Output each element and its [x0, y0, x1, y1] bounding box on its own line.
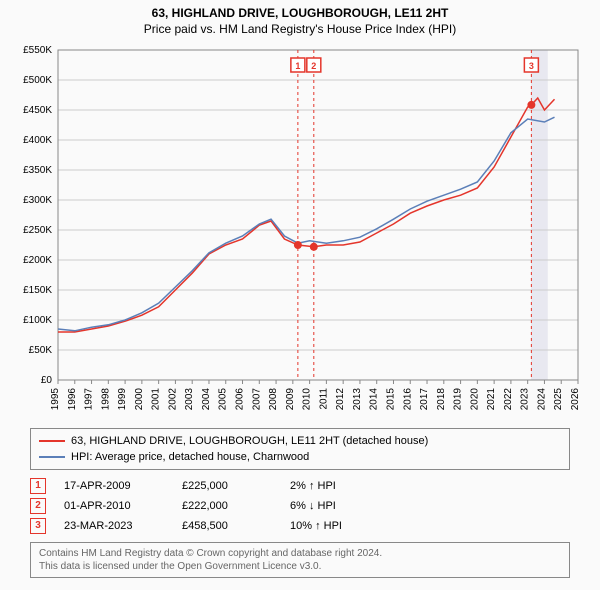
event-row: 3 23-MAR-2023 £458,500 10% ↑ HPI [30, 516, 570, 536]
svg-text:£300K: £300K [23, 195, 52, 206]
svg-text:2004: 2004 [201, 388, 212, 411]
svg-text:£200K: £200K [23, 255, 52, 266]
chart-plot-area: £0 £50K £100K £150K £200K £250K £300K £350K £400… [10, 42, 590, 422]
event-price: £225,000 [182, 476, 272, 496]
attribution-line: Contains HM Land Registry data © Crown c… [39, 547, 561, 560]
svg-text:2022: 2022 [503, 388, 514, 411]
legend-swatch [39, 440, 65, 442]
svg-text:2020: 2020 [469, 388, 480, 411]
legend-item: 63, HIGHLAND DRIVE, LOUGHBOROUGH, LE11 2… [39, 433, 561, 449]
svg-text:£550K: £550K [23, 45, 52, 56]
event-marker-icon: 1 [30, 478, 46, 494]
svg-text:1999: 1999 [117, 388, 128, 411]
svg-text:2023: 2023 [520, 388, 531, 411]
svg-text:2015: 2015 [385, 388, 396, 411]
svg-text:£400K: £400K [23, 135, 52, 146]
event-delta: 10% ↑ HPI [290, 516, 380, 536]
event-row: 2 01-APR-2010 £222,000 6% ↓ HPI [30, 496, 570, 516]
svg-text:2024: 2024 [536, 388, 547, 411]
svg-text:3: 3 [529, 61, 534, 71]
attribution-line: This data is licensed under the Open Gov… [39, 560, 561, 573]
svg-text:£450K: £450K [23, 105, 52, 116]
svg-text:2005: 2005 [218, 388, 229, 411]
event-price: £458,500 [182, 516, 272, 536]
svg-text:£50K: £50K [29, 345, 53, 356]
chart-container: 63, HIGHLAND DRIVE, LOUGHBOROUGH, LE11 2… [0, 0, 600, 590]
legend-label: HPI: Average price, detached house, Char… [71, 449, 309, 465]
event-row: 1 17-APR-2009 £225,000 2% ↑ HPI [30, 476, 570, 496]
svg-text:2002: 2002 [167, 388, 178, 411]
event-date: 17-APR-2009 [64, 476, 164, 496]
svg-text:2021: 2021 [486, 388, 497, 411]
svg-text:1995: 1995 [50, 388, 61, 411]
event-delta: 2% ↑ HPI [290, 476, 380, 496]
svg-text:1997: 1997 [84, 388, 95, 411]
svg-text:2018: 2018 [436, 388, 447, 411]
legend-label: 63, HIGHLAND DRIVE, LOUGHBOROUGH, LE11 2… [71, 433, 428, 449]
event-marker-icon: 3 [30, 518, 46, 534]
svg-text:2003: 2003 [184, 388, 195, 411]
event-marker-icon: 2 [30, 498, 46, 514]
svg-text:2008: 2008 [268, 388, 279, 411]
svg-text:£500K: £500K [23, 75, 52, 86]
chart-subtitle: Price paid vs. HM Land Registry's House … [0, 20, 600, 42]
svg-text:1996: 1996 [67, 388, 78, 411]
svg-text:2025: 2025 [553, 388, 564, 411]
svg-text:£350K: £350K [23, 165, 52, 176]
svg-text:2014: 2014 [369, 388, 380, 411]
svg-text:2000: 2000 [134, 388, 145, 411]
svg-text:£150K: £150K [23, 285, 52, 296]
legend-item: HPI: Average price, detached house, Char… [39, 449, 561, 465]
svg-text:2019: 2019 [453, 388, 464, 411]
event-date: 01-APR-2010 [64, 496, 164, 516]
svg-text:2012: 2012 [335, 388, 346, 411]
event-price: £222,000 [182, 496, 272, 516]
legend: 63, HIGHLAND DRIVE, LOUGHBOROUGH, LE11 2… [30, 428, 570, 470]
svg-text:£250K: £250K [23, 225, 52, 236]
svg-text:2009: 2009 [285, 388, 296, 411]
legend-swatch [39, 456, 65, 458]
event-date: 23-MAR-2023 [64, 516, 164, 536]
chart-svg: £0 £50K £100K £150K £200K £250K £300K £350K £400… [10, 42, 590, 422]
svg-text:2016: 2016 [402, 388, 413, 411]
svg-text:2010: 2010 [302, 388, 313, 411]
svg-text:2007: 2007 [251, 388, 262, 411]
svg-text:£100K: £100K [23, 315, 52, 326]
events-table: 1 17-APR-2009 £225,000 2% ↑ HPI 2 01-APR-2010… [30, 476, 570, 536]
svg-text:1998: 1998 [100, 388, 111, 411]
svg-text:2: 2 [311, 61, 316, 71]
svg-text:2013: 2013 [352, 388, 363, 411]
attribution: Contains HM Land Registry data © Crown c… [30, 542, 570, 578]
event-delta: 6% ↓ HPI [290, 496, 380, 516]
svg-text:2017: 2017 [419, 388, 430, 411]
svg-text:£0: £0 [41, 375, 53, 386]
svg-text:2006: 2006 [235, 388, 246, 411]
chart-title: 63, HIGHLAND DRIVE, LOUGHBOROUGH, LE11 2… [0, 0, 600, 20]
svg-text:2001: 2001 [151, 388, 162, 411]
svg-text:2011: 2011 [318, 388, 329, 410]
svg-text:1: 1 [295, 61, 300, 71]
svg-text:2026: 2026 [570, 388, 581, 411]
